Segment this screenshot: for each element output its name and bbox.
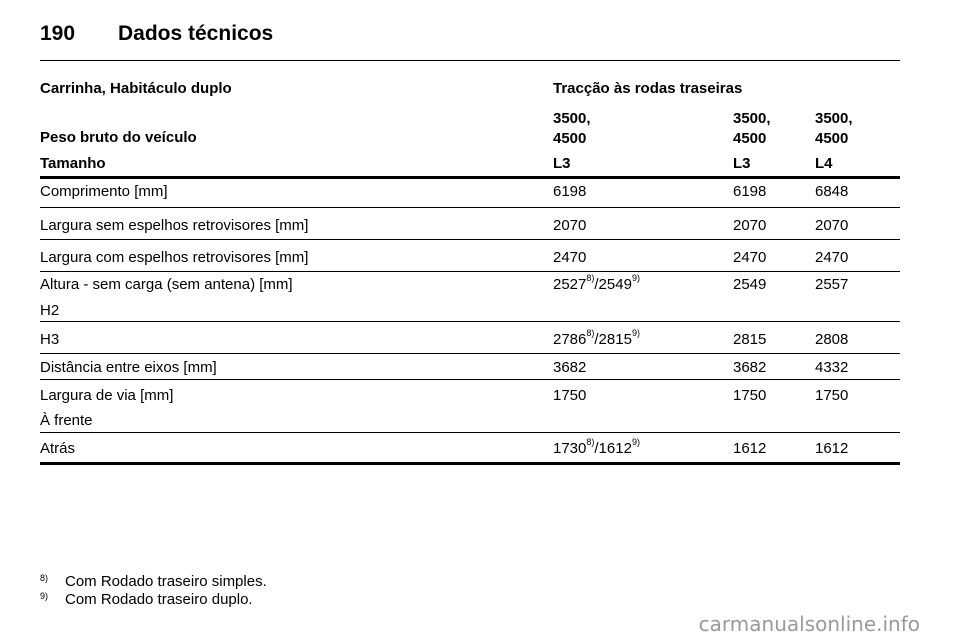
table-cell: 2070 — [733, 217, 767, 234]
table-header-rule — [40, 176, 900, 179]
size-col-1: L3 — [553, 155, 571, 172]
page-title: Dados técnicos — [118, 22, 274, 45]
row-label-wheelbase: Distância entre eixos [mm] — [40, 359, 217, 376]
row-label-height: Altura - sem carga (sem antena) [mm] — [40, 276, 293, 293]
row-divider — [40, 207, 900, 208]
table-cell: 1750 — [553, 387, 587, 404]
row-label-h3: H3 — [40, 331, 60, 348]
table-cell: 2070 — [553, 217, 587, 234]
vehicle-type-label: Carrinha, Habitáculo duplo — [40, 80, 232, 97]
row-label-width-no-mirrors: Largura sem espelhos retrovisores [mm] — [40, 217, 309, 234]
row-divider — [40, 321, 900, 322]
table-cell: 6198 — [553, 183, 587, 200]
table-cell: 2070 — [815, 217, 849, 234]
table-cell: 2470 — [733, 249, 767, 266]
row-label-rear: Atrás — [40, 440, 76, 457]
footnote-text: Com Rodado traseiro duplo. — [65, 591, 253, 608]
table-cell: 17308)/16129) — [553, 437, 640, 458]
gross-weight-col-2: 3500, 4500 — [733, 110, 771, 147]
row-label-track-width: Largura de via [mm] — [40, 387, 174, 404]
table-cell: 6198 — [733, 183, 767, 200]
footnote-text: Com Rodado traseiro simples. — [65, 573, 267, 590]
row-divider — [40, 271, 900, 272]
footnote-mark: 9) — [40, 591, 49, 601]
table-cell: 3682 — [553, 359, 587, 376]
row-divider — [40, 239, 900, 240]
drive-type-label: Tracção às rodas traseiras — [553, 80, 743, 97]
watermark: carmanualsonline.info — [698, 612, 920, 636]
table-cell: 25278)/25499) — [553, 273, 640, 294]
gross-weight-label: Peso bruto do veículo — [40, 129, 197, 146]
table-cell: 27868)/28159) — [553, 328, 640, 349]
row-divider — [40, 353, 900, 354]
row-label-length: Comprimento [mm] — [40, 183, 168, 200]
table-bottom-rule — [40, 462, 900, 465]
row-divider — [40, 379, 900, 380]
table-cell: 4332 — [815, 359, 849, 376]
row-divider — [40, 432, 900, 433]
table-cell: 2815 — [733, 331, 767, 348]
page-number: 190 — [40, 22, 76, 45]
gross-weight-col-1: 3500, 4500 — [553, 110, 591, 147]
table-cell: 2470 — [553, 249, 587, 266]
table-cell: 1750 — [815, 387, 849, 404]
table-cell: 2470 — [815, 249, 849, 266]
table-cell: 1750 — [733, 387, 767, 404]
table-cell: 1612 — [815, 440, 849, 457]
table-cell: 2549 — [733, 276, 767, 293]
table-cell: 2808 — [815, 331, 849, 348]
table-cell: 3682 — [733, 359, 767, 376]
size-label: Tamanho — [40, 155, 106, 172]
table-cell: 6848 — [815, 183, 849, 200]
header-divider — [40, 60, 900, 61]
footnote-mark: 8) — [40, 573, 49, 583]
size-col-3: L4 — [815, 155, 833, 172]
gross-weight-col-3: 3500, 4500 — [815, 110, 853, 147]
row-sublabel-h2: H2 — [40, 302, 60, 319]
table-cell: 1612 — [733, 440, 767, 457]
row-label-width-with-mirrors: Largura com espelhos retrovisores [mm] — [40, 249, 309, 266]
row-sublabel-front: À frente — [40, 412, 93, 429]
table-cell: 2557 — [815, 276, 849, 293]
size-col-2: L3 — [733, 155, 751, 172]
